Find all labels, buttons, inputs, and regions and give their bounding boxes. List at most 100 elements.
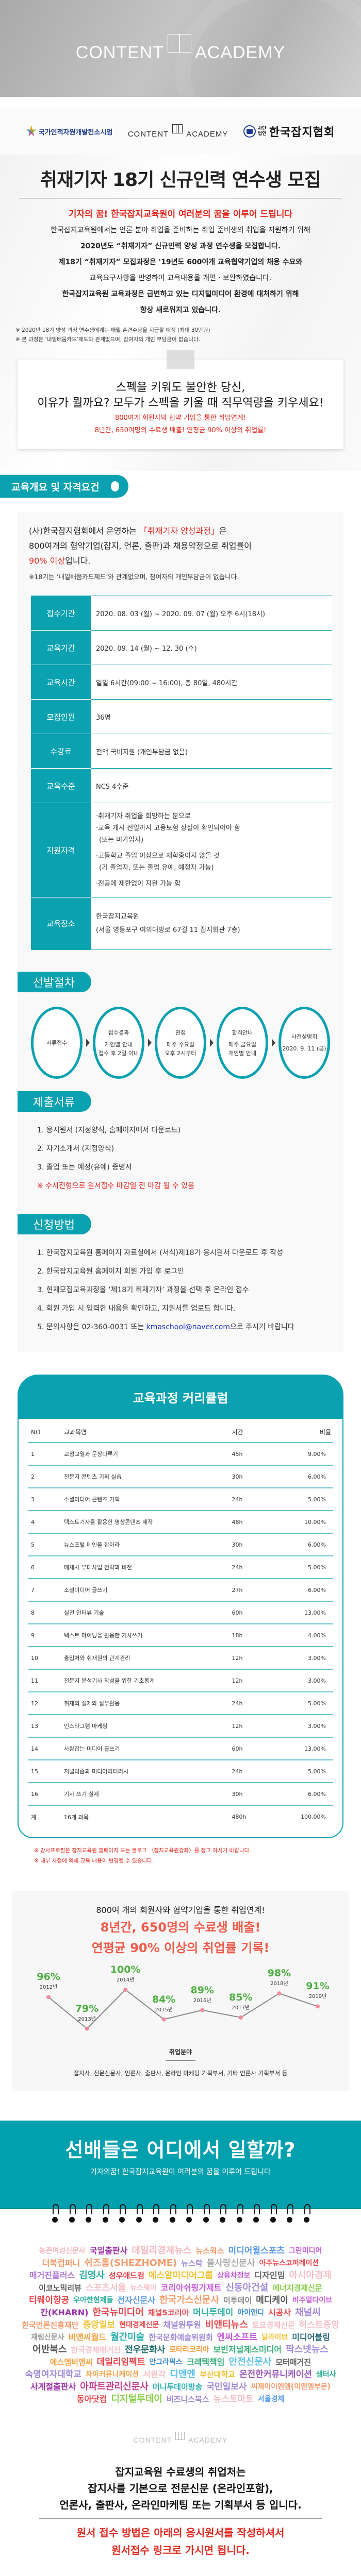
company-name: 크레텍책임 [186,2357,225,2367]
company-name: 메디케이 [256,2295,288,2306]
ring-icon [186,2204,193,2223]
list-item: 3. 졸업 또는 예정(유예) 증명서 [37,1163,132,1172]
overview-note: ※18기는 ‘내일배움카드제도’와 관계없으며, 참여자의 개인부담금이 없습니… [29,573,239,581]
intro-line: 한국잡지교육원에서는 언론 분야 취업을 준비하는 취업 준비생의 취업을 지원… [51,226,310,234]
company-name: 에스알미디어그룹 [148,2270,214,2281]
ring-icon [85,2204,93,2223]
company-name: 온전한커뮤니케이션 [239,2369,312,2380]
section-header-overview: 교육개요 및 자격요건 [0,475,128,498]
ring-icon [52,2204,59,2223]
intro-line: 한국잡지교육원 교육과정은 급변하고 있는 디지털미디어 환경에 대처하기 위해 [62,290,299,298]
data-label: 91% 2019년 [306,1980,330,2000]
company-name: 비주얼다이브 [292,2296,333,2304]
company-name: 미디어블링 [292,2332,330,2342]
partner-content-academy-logo: CONTENT ACADEMY [128,124,228,139]
company-name: 사계절출판사 [30,2382,76,2392]
data-point-marker [200,2008,205,2012]
graduates-title: 선배들은 어디에서 일할까? [65,2139,296,2161]
stats-headline: 800여 개의 회원사와 협약기업을 통한 취업연계! [96,1905,265,1915]
apply-list: 1. 한국잡지교육원 홈페이지 자료실에서 (서식)제18기 응시원서 다운로드… [37,1244,332,1336]
note: ※ 강사프로필은 잡지교육원 홈페이지 또는 블로그 〈잡지교육원강좌〉를 참고… [34,1848,251,1854]
company-name: 현대경제신문 [119,2321,159,2329]
company-name: 더북컴퍼니 [42,2258,80,2268]
data-label: 89% 2016년 [190,1984,215,2004]
company-name: 서울경제 [257,2395,285,2403]
company-name: 차이커뮤니케이션 [86,2370,139,2379]
page-title: 취재기자 18기 신규인력 연수생 모집 [40,170,321,191]
company-name: 씨제이이엔엠(이앤엠부문) [251,2383,331,2391]
table-row-qualification: 지원자격 ·취재기자 취업을 희망하는 분으로 ·교육 개시 전일까지 고용보험… [31,803,332,897]
step-circle: 합격안내 매주 금요일 개인별 안내 [217,1007,268,1079]
table-row: 15 저널리즘과 미디어리터러시 24h 5.00% [28,1760,333,1783]
field-title: 취업분야 [18,2047,343,2061]
company-name: 서원각 [143,2369,166,2379]
company-name: 뉴스토마토 [213,2394,254,2404]
promo-line: 이유가 뭘까요? 모두가 스펙을 키울 때 직무역량을 키우세요! [37,397,324,410]
company-name: 아이앤디 [237,2309,264,2317]
step-circle: 접수결과 개인별 안내 접수 후 2일 이내 [93,1007,144,1079]
curriculum-title: 교육과정 커리큘럼 [18,1375,343,1419]
data-label: 96% 2012년 [37,1971,60,1991]
selection-steps: 서류접수 접수결과 개인별 안내 접수 후 2일 이내 면접 매주 수요일 오후 2시부… [31,1007,330,1079]
note: ※ 본 과정은 ‘내일배움카드’제도와 관계없으며, 참여자의 개인 부담금이 … [15,336,200,343]
content-academy-logo: CONTENT ACADEMY [76,34,285,63]
ring-icon [236,2204,243,2223]
section-header-selection: 선발절차 [18,972,91,992]
email-link[interactable]: kmaschool@naver.com [146,1323,230,1331]
logo-text-left: CONTENT [127,130,169,139]
company-name: 비즈니스북스 [166,2395,209,2404]
book-icon [166,34,193,63]
data-point-marker [85,2026,89,2031]
company-name: 동아닷컴 [76,2394,107,2404]
company-name: 스포츠서울 [85,2283,126,2293]
company-name: 한국뉴미디어 [92,2307,144,2318]
ring-icon [303,2204,310,2223]
data-point-marker [46,1995,51,1999]
table-row: 교육수준 NCS 4수준 [31,768,332,803]
ring-icon [152,2204,160,2223]
company-name: 비앤티뉴스 [205,2319,248,2330]
overview-panel: (사)한국잡지협회에서 운영하는 「취재기자 양성과정」은 800여개의 협약기… [18,512,343,1352]
list-item: 2. 자기소개서 (지정양식) [37,1145,114,1153]
list-item: 2. 한국잡지교육원 홈페이지 회원 가입 후 로그인 [37,1267,184,1276]
arrow-right-icon [271,1039,275,1047]
documents-list: 1. 응시원서 (지정양식, 홈페이지에서 다운로드) 2. 자기소개서 (지정… [37,1121,332,1195]
ring-icon [219,2204,227,2223]
company-name: 뉴스웨이 [130,2284,157,2292]
company-name: 전우문화사 [125,2345,166,2355]
company-name: 보빈저널제스미디어 [213,2345,282,2354]
company-name: 뉴스락 [181,2259,203,2268]
company-name: 디자인밈 [254,2270,285,2280]
company-name: 농촌여성신문사 [39,2247,86,2255]
book-icon [174,2432,186,2444]
star-people-icon [26,125,37,137]
table-row: 4 텍스트기사를 활용한 영상콘텐츠 제작 48h 10.00% [28,1511,333,1534]
logo-text-left: CONTENT [75,43,165,62]
company-name: 데일리임팩트 [96,2357,145,2367]
table-row: 1 교정교열과 문장다루기 45h 9.00% [28,1443,333,1466]
company-name: 숙명여자대학교 [25,2369,82,2380]
company-name: 이투데이 [223,2296,252,2305]
intro-line: 2020년도 “취재기자” 신규인력 양성 과정 연수생을 모집합니다. [80,242,281,250]
company-name: 칸(KHARN) [40,2308,89,2317]
company-name: 전자신문사 [117,2295,156,2305]
employment-rate-chart: 96% 2012년 79% 2013년 100% 2014년 84% 2015년 89% 2016… [18,1964,343,2045]
intro-line: 항상 새로워지고 있습니다. [140,306,221,314]
company-name: 코리아쉬핑가제트 [160,2283,222,2293]
logo-text-right: ACADEMY [195,43,286,62]
outro-line: 잡지사를 기본으로 전문신문 (온라인포함), [88,2482,273,2495]
overview-table: 접수기간 2020. 08. 03 (월) ~ 2020. 09. 07 (월) … [31,596,332,950]
list-item: 4. 회원 가입 시 입력한 내용을 확인하고, 지원서를 업로드 합니다. [37,1304,236,1313]
partner-consortium-logo: 국가인적자원개발컨소시엄 [26,125,112,138]
step-circle: 서류접수 [31,1007,83,1079]
overview-section: 교육개요 및 자격요건 (사)한국잡지협회에서 운영하는 「취재기자 양성과정」… [0,471,361,1352]
list-item: 1. 응시원서 (지정양식, 홈페이지에서 다운로드) [37,1126,181,1134]
company-name: 김영사 [79,2270,105,2281]
note: ※ 2020년 18기 양성 과정 연수생에게는 매월 훈련수당을 지급할 예정… [15,327,210,333]
arrow-right-icon [86,1039,90,1047]
ring-icon [270,2204,277,2223]
data-point-marker [238,2015,243,2020]
company-name: 우아한형제들 [73,2296,113,2304]
data-label: 85% 2017년 [229,1992,253,2011]
company-name: 토요경제신문 [252,2320,295,2330]
